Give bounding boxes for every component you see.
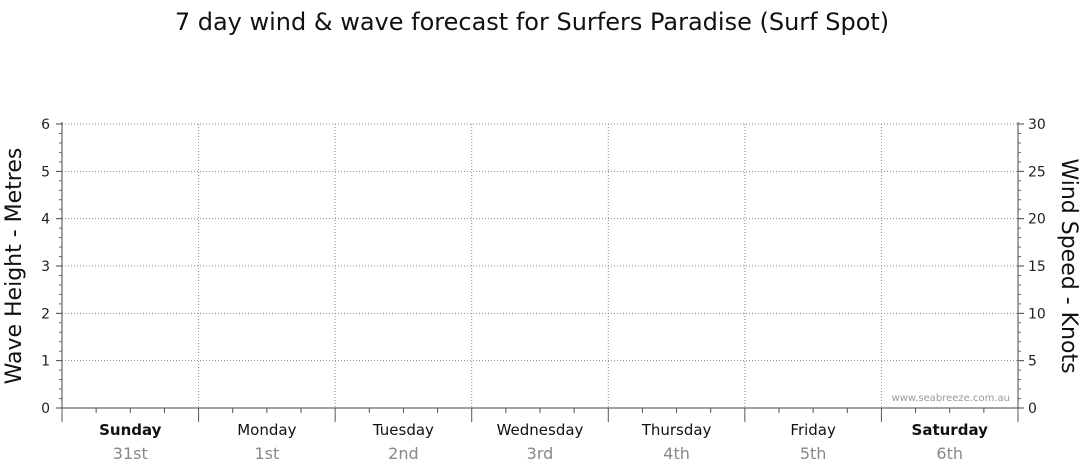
day-name-label: Friday	[790, 421, 836, 439]
left-tick-label: 4	[41, 212, 50, 228]
left-tick-label: 3	[41, 259, 50, 275]
right-tick-label: 10	[1028, 306, 1046, 322]
day-name-label: Wednesday	[497, 421, 584, 439]
day-date-label: 5th	[800, 444, 827, 463]
day-date-label: 1st	[254, 444, 279, 463]
y-axis-title-left: Wave Height - Metres	[2, 148, 27, 385]
right-tick-label: 30	[1028, 117, 1046, 133]
day-date-label: 6th	[936, 444, 963, 463]
chart-title: 7 day wind & wave forecast for Surfers P…	[175, 8, 889, 36]
right-tick-label: 20	[1028, 212, 1046, 228]
grid	[62, 123, 1018, 408]
day-name-label: Monday	[237, 421, 296, 439]
day-name-label: Saturday	[912, 421, 989, 439]
right-tick-label: 5	[1028, 354, 1037, 370]
y-axis-title-right: Wind Speed - Knots	[1056, 158, 1080, 373]
day-name-label: Tuesday	[372, 421, 434, 439]
left-tick-label: 1	[41, 354, 50, 370]
left-tick-label: 0	[41, 401, 50, 417]
right-tick-label: 25	[1028, 164, 1046, 180]
day-labels: Sunday 31st Monday 1st Tuesday 2nd Wednesday 3r…	[61, 408, 1019, 463]
right-axis-ticks: 0 5 10 15 20 25 30	[1018, 117, 1046, 417]
left-tick-label: 5	[41, 164, 50, 180]
left-tick-label: 2	[41, 306, 50, 322]
left-tick-label: 6	[41, 117, 50, 133]
left-axis-ticks: 0 1 2 3 4 5 6	[41, 117, 62, 417]
day-name-label: Sunday	[99, 421, 162, 439]
day-date-label: 31st	[113, 444, 148, 463]
day-date-label: 2nd	[388, 444, 418, 463]
watermark: www.seabreeze.com.au	[892, 393, 1010, 404]
right-tick-label: 15	[1028, 259, 1046, 275]
axes	[61, 122, 1019, 409]
day-date-label: 3rd	[527, 444, 554, 463]
day-name-label: Thursday	[641, 421, 712, 439]
day-date-label: 4th	[663, 444, 690, 463]
right-tick-label: 0	[1028, 401, 1037, 417]
